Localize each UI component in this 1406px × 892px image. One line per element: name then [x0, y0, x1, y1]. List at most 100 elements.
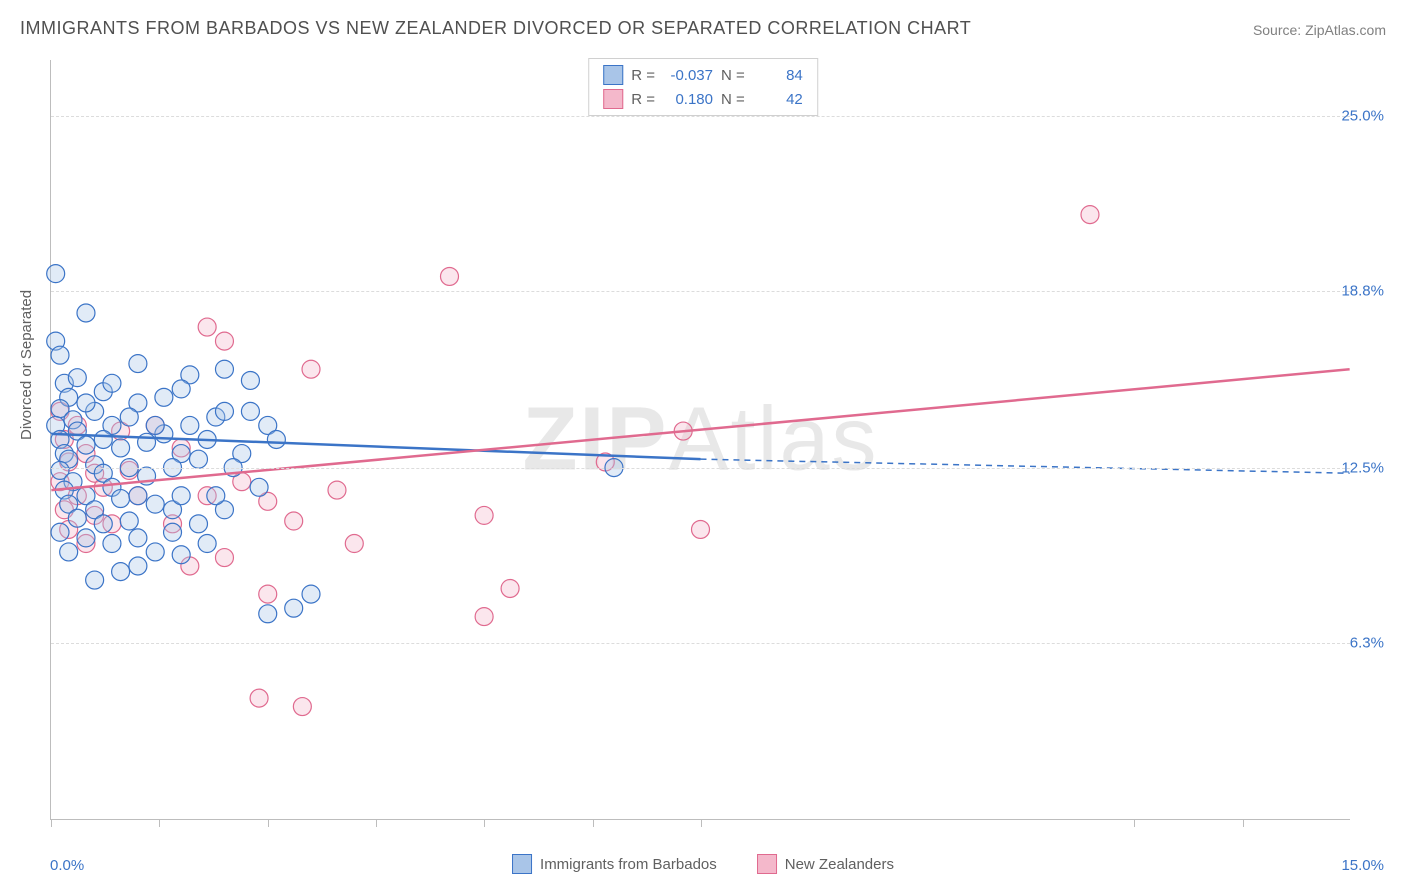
swatch-series-2 [603, 89, 623, 109]
data-point [103, 374, 121, 392]
data-point [47, 265, 65, 283]
data-point [215, 402, 233, 420]
data-point [250, 689, 268, 707]
x-tick [593, 819, 594, 827]
data-point [60, 543, 78, 561]
source-attribution: Source: ZipAtlas.com [1253, 22, 1386, 38]
data-point [51, 523, 69, 541]
data-point [293, 698, 311, 716]
data-point [215, 332, 233, 350]
data-point [259, 585, 277, 603]
data-point [112, 439, 130, 457]
grid-line [51, 116, 1350, 117]
y-tick-label: 25.0% [1341, 108, 1384, 125]
data-point [155, 388, 173, 406]
y-tick-label: 18.8% [1341, 282, 1384, 299]
data-point [77, 304, 95, 322]
legend-item-1: Immigrants from Barbados [512, 854, 717, 874]
data-point [241, 371, 259, 389]
x-tick [1243, 819, 1244, 827]
y-tick-label: 6.3% [1350, 634, 1384, 651]
x-tick [1134, 819, 1135, 827]
y-tick-label: 12.5% [1341, 460, 1384, 477]
data-point [172, 487, 190, 505]
stat-n-label: N = [721, 91, 745, 108]
data-point [215, 360, 233, 378]
stat-r-value-1: -0.037 [663, 67, 713, 84]
data-point [68, 369, 86, 387]
stat-n-value-2: 42 [753, 91, 803, 108]
x-axis-max-label: 15.0% [1341, 857, 1384, 874]
grid-line [51, 468, 1350, 469]
data-point [172, 380, 190, 398]
swatch-series-1 [603, 65, 623, 85]
stat-n-label: N = [721, 67, 745, 84]
legend-item-2: New Zealanders [757, 854, 894, 874]
data-point [285, 599, 303, 617]
legend-label-1: Immigrants from Barbados [540, 856, 717, 873]
stat-r-value-2: 0.180 [663, 91, 713, 108]
data-point [250, 478, 268, 496]
x-tick [701, 819, 702, 827]
data-point [181, 416, 199, 434]
data-point [129, 557, 147, 575]
data-point [120, 408, 138, 426]
data-point [198, 535, 216, 553]
stat-r-label: R = [631, 67, 655, 84]
x-tick [376, 819, 377, 827]
data-point [68, 509, 86, 527]
data-point [475, 608, 493, 626]
data-point [259, 605, 277, 623]
data-point [501, 580, 519, 598]
data-point [129, 487, 147, 505]
data-point [190, 515, 208, 533]
swatch-series-2 [757, 854, 777, 874]
data-point [129, 529, 147, 547]
data-point [285, 512, 303, 530]
data-point [94, 515, 112, 533]
grid-line [51, 643, 1350, 644]
data-point [267, 431, 285, 449]
data-point [302, 585, 320, 603]
data-point [441, 267, 459, 285]
data-point [1081, 206, 1099, 224]
scatter-chart: ZIPAtlas [50, 60, 1350, 820]
swatch-series-1 [512, 854, 532, 874]
data-point [86, 571, 104, 589]
data-point [120, 512, 138, 530]
x-axis-min-label: 0.0% [50, 857, 84, 874]
data-point [215, 549, 233, 567]
data-point [94, 431, 112, 449]
stat-r-label: R = [631, 91, 655, 108]
data-point [328, 481, 346, 499]
trend-line-extrapolated [701, 459, 1350, 473]
data-point [475, 506, 493, 524]
data-point [146, 543, 164, 561]
data-point [77, 436, 95, 454]
data-point [51, 346, 69, 364]
data-point [302, 360, 320, 378]
data-point [129, 355, 147, 373]
data-point [77, 529, 95, 547]
data-point [146, 416, 164, 434]
data-point [198, 318, 216, 336]
legend: Immigrants from Barbados New Zealanders [512, 854, 894, 874]
data-point [172, 546, 190, 564]
stat-n-value-1: 84 [753, 67, 803, 84]
x-tick [484, 819, 485, 827]
data-point [112, 563, 130, 581]
chart-title: IMMIGRANTS FROM BARBADOS VS NEW ZEALANDE… [20, 18, 971, 39]
data-point [138, 433, 156, 451]
data-point [112, 490, 130, 508]
data-point [77, 394, 95, 412]
data-point [241, 402, 259, 420]
legend-label-2: New Zealanders [785, 856, 894, 873]
data-point [190, 450, 208, 468]
plot-svg [51, 60, 1350, 819]
y-axis-label: Divorced or Separated [18, 290, 35, 440]
grid-line [51, 291, 1350, 292]
data-point [692, 520, 710, 538]
x-tick [268, 819, 269, 827]
data-point [146, 495, 164, 513]
data-point [345, 535, 363, 553]
